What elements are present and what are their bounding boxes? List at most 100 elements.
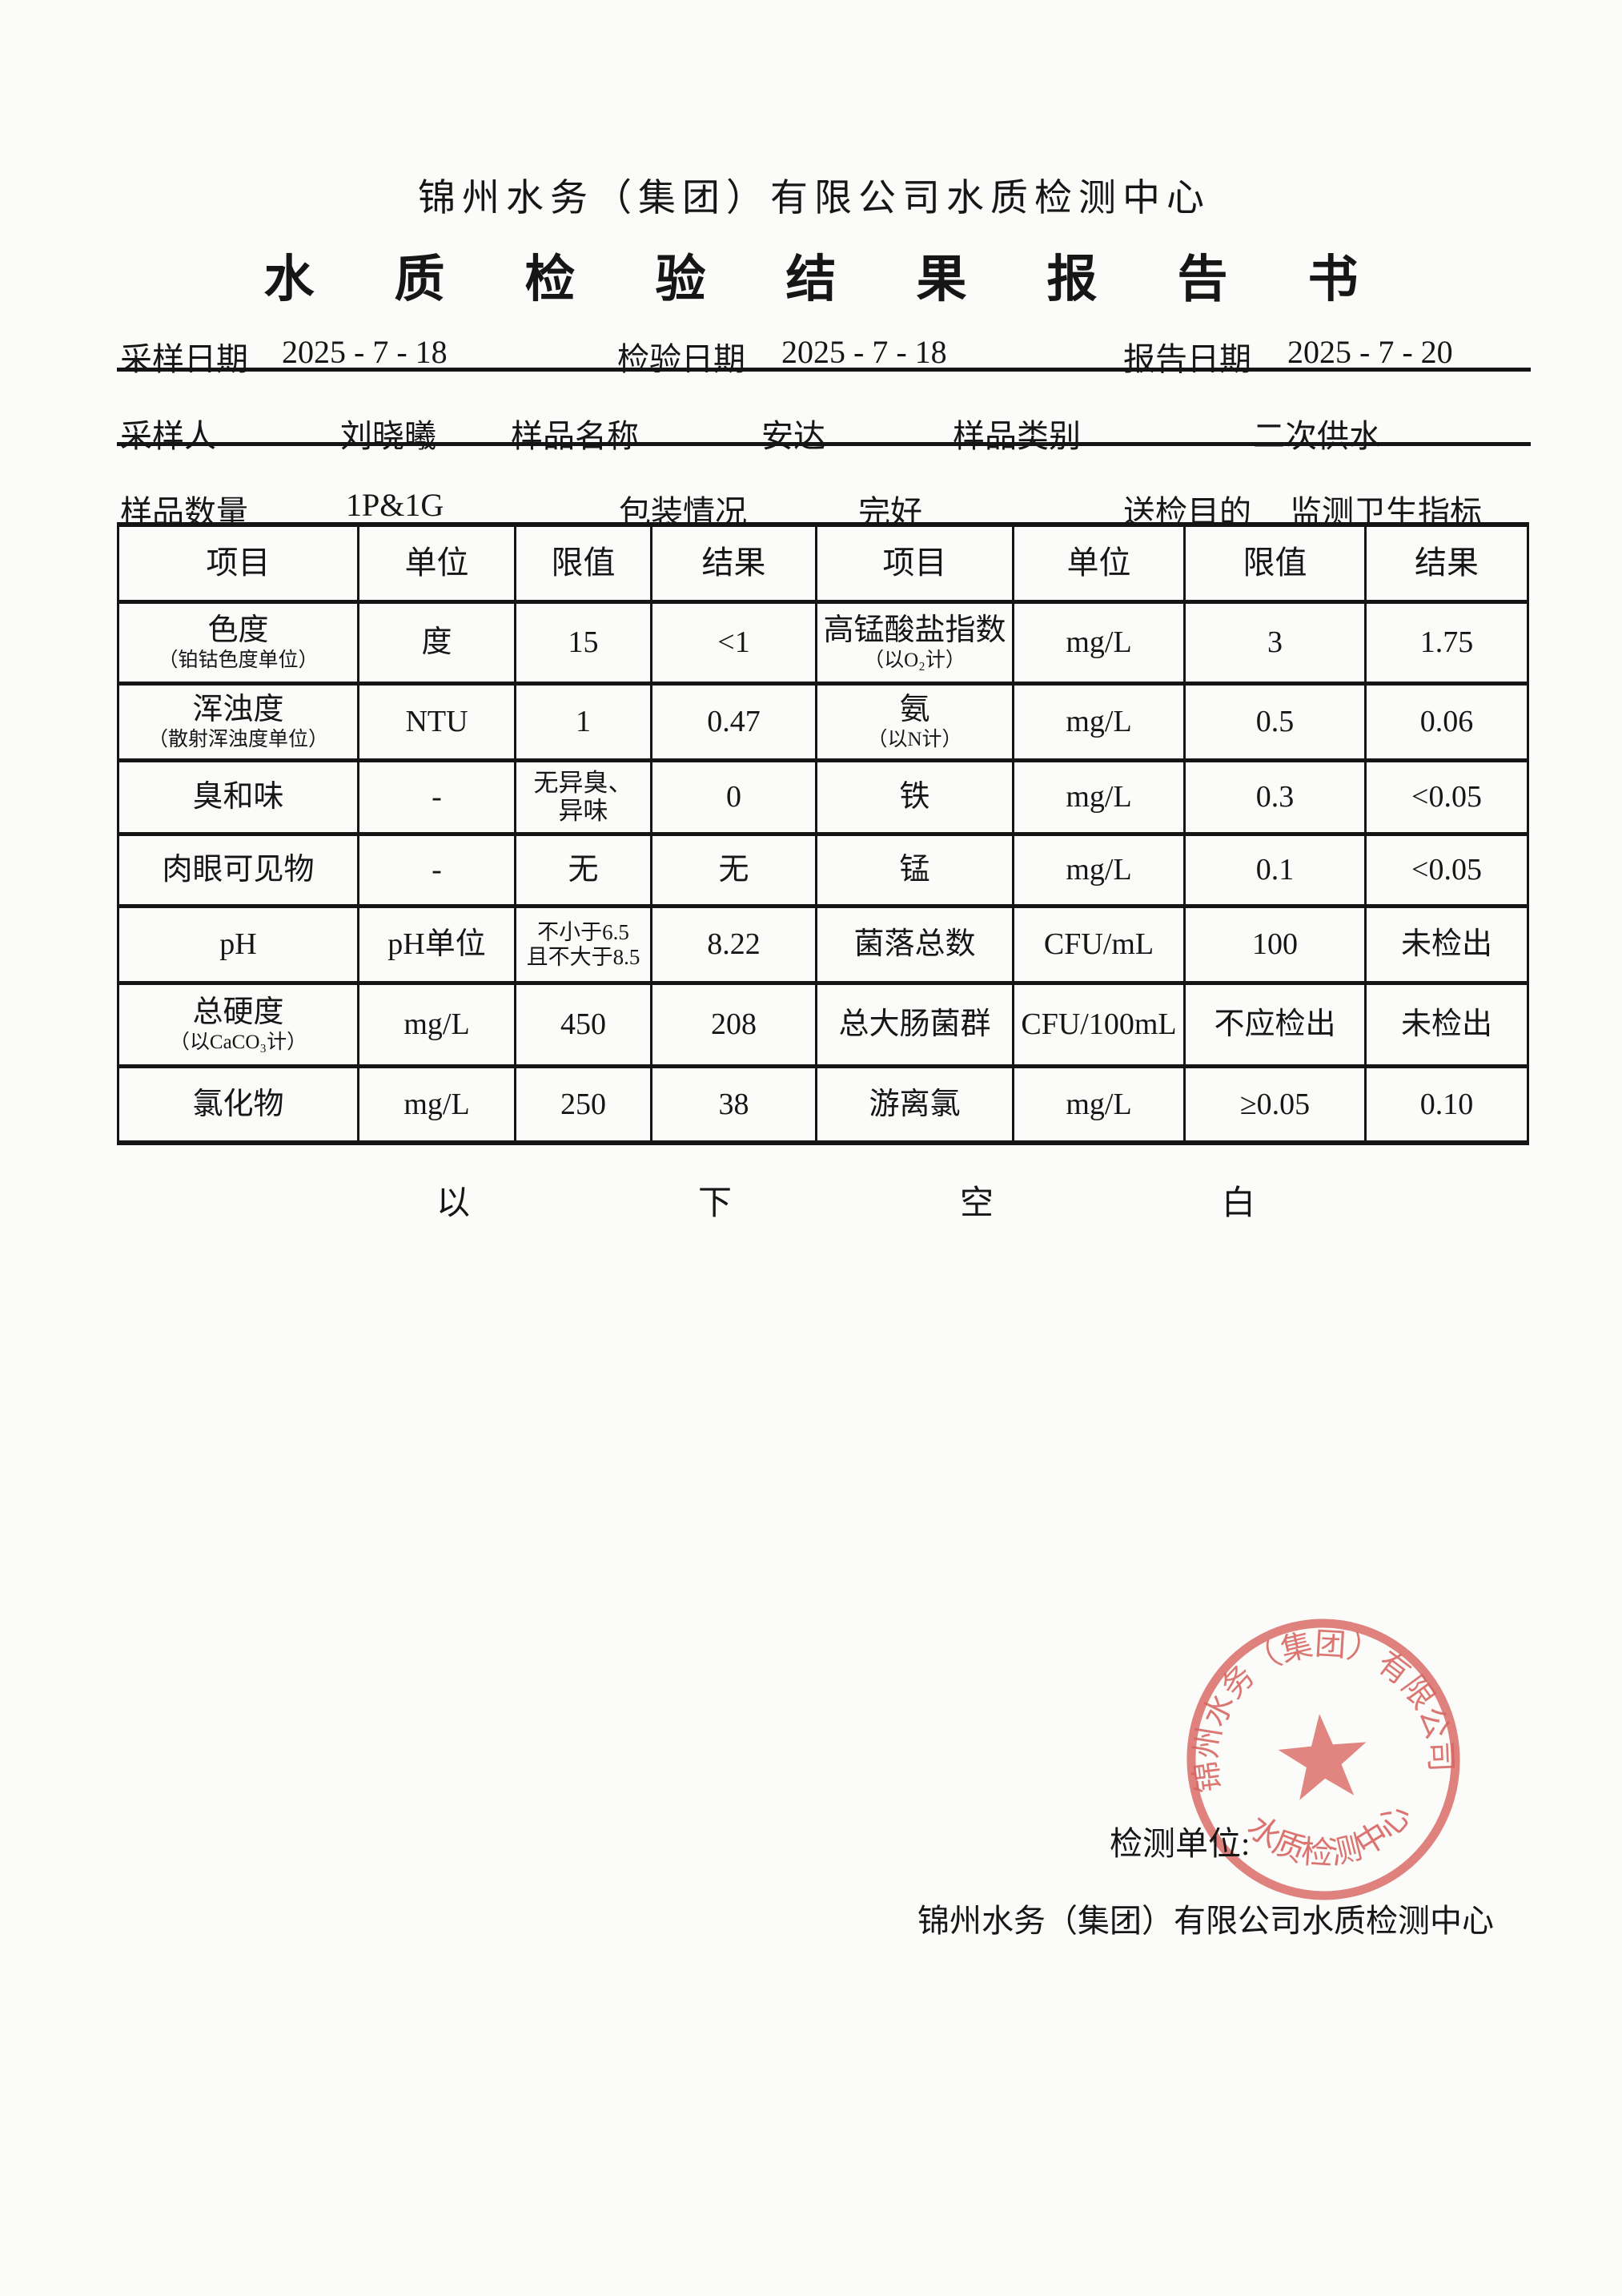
table-cell: pH [119, 908, 359, 985]
report-date-value: 2025 - 7 - 20 [1287, 334, 1453, 370]
seal-ring [1186, 1618, 1460, 1900]
cell-main-text: 0.10 [1419, 1087, 1474, 1121]
cell-main-text: 208 [711, 1007, 757, 1042]
sampling-date-label: 采样日期 [120, 341, 248, 377]
table-cell: - [359, 836, 516, 908]
cell-sub-text: （以N计） [867, 729, 962, 751]
org-title: 锦州水务（集团）有限公司水质检测中心 [418, 178, 1210, 219]
table-cell: 不应检出 [1186, 985, 1367, 1068]
cell-main-text: 38 [718, 1087, 749, 1121]
sample-type-label: 样品类别 [953, 418, 1081, 454]
cell-main-text: 氨 [899, 692, 930, 726]
cell-sub-text: 异味 [558, 796, 608, 825]
cell-main-text: pH [219, 927, 257, 962]
cell-main-text: mg/L [1066, 853, 1132, 887]
sample-name-label: 样品名称 [511, 418, 639, 454]
cell-main-text: CFU/100mL [1021, 1007, 1177, 1042]
table-cell: 无异臭、 异味 [516, 762, 652, 836]
table-cell: 450 [516, 985, 652, 1068]
table-cell: 0.1 [1186, 836, 1367, 908]
sampler-value: 刘晓曦 [340, 418, 436, 454]
company-seal-stamp: 锦州水务（集团）有限公司 水质检测中心 [1178, 1615, 1460, 1900]
table-cell: CFU/mL [1014, 908, 1186, 985]
cell-main-text: 不小于6.5 [537, 920, 629, 945]
table-cell: mg/L [1014, 836, 1186, 908]
cell-main-text: 不应检出 [1214, 1007, 1336, 1042]
cell-main-text: 0.1 [1255, 853, 1295, 887]
cell-main-text: 氯化物 [192, 1087, 284, 1121]
cell-main-text: mg/L [1066, 625, 1132, 660]
cell-main-text: 250 [560, 1087, 606, 1121]
cell-main-text: 总硬度 [192, 995, 284, 1029]
table-cell: 铁 [817, 762, 1014, 836]
table-cell: 肉眼可见物 [119, 836, 359, 908]
cell-main-text: 臭和味 [192, 780, 284, 814]
table-cell: 0.47 [652, 686, 817, 762]
cell-main-text: 未检出 [1400, 1007, 1492, 1042]
cell-main-text: mg/L [403, 1007, 470, 1042]
cell-main-text: 肉眼可见物 [162, 853, 315, 887]
table-cell: mg/L [1014, 1068, 1186, 1140]
cell-main-text: 15 [568, 625, 599, 660]
table-cell: 不小于6.5 且不大于8.5 [516, 908, 652, 985]
cell-main-text: 菌落总数 [853, 927, 976, 962]
sample-qty-value: 1P&1G [346, 487, 444, 523]
col-header-result-right: 结果 [1367, 527, 1527, 604]
table-cell: 色度 （铂钴色度单位） [119, 604, 359, 686]
test-date-label: 检验日期 [617, 341, 745, 377]
cell-sub-text: （以CaCO₃计） [169, 1031, 307, 1054]
cell-main-text: 高锰酸盐指数 [823, 613, 1006, 647]
table-cell: ≥0.05 [1186, 1068, 1367, 1140]
cell-main-text: - [432, 780, 442, 814]
table-cell: 氨 （以N计） [817, 686, 1014, 762]
table-cell: pH单位 [359, 908, 516, 985]
table-cell: 0.5 [1186, 686, 1367, 762]
cell-main-text: 1 [576, 705, 591, 739]
seal-star-icon [1278, 1714, 1367, 1800]
cell-main-text: 无异臭、 [533, 768, 633, 797]
cell-sub-text: （散射浑浊度单位） [147, 729, 328, 751]
cell-sub-text: （以O₂计） [864, 649, 966, 672]
cell-main-text: 浑浊度 [192, 692, 284, 726]
col-header-limit-left: 限值 [516, 527, 652, 604]
cell-main-text: 0.06 [1419, 705, 1474, 739]
col-header-item-right: 项目 [817, 527, 1014, 604]
table-cell: 臭和味 [119, 762, 359, 836]
table-cell: 0.06 [1367, 686, 1527, 762]
table-cell: 度 [359, 604, 516, 686]
table-cell: <0.05 [1367, 836, 1527, 908]
table-cell: 100 [1186, 908, 1367, 985]
table-cell: 3 [1186, 604, 1367, 686]
table-cell: 1 [516, 686, 652, 762]
table-cell: 0.10 [1367, 1068, 1527, 1140]
report-title: 水质检验结果报告书 [263, 251, 1439, 308]
table-cell: <1 [652, 604, 817, 686]
sample-type-value: 二次供水 [1253, 418, 1381, 454]
col-header-unit-left: 单位 [359, 527, 516, 604]
cell-main-text: 度 [421, 625, 452, 660]
cell-main-text: ≥0.05 [1239, 1087, 1311, 1121]
cell-main-text: 3 [1267, 625, 1283, 660]
cell-main-text: 铁 [899, 780, 930, 814]
table-cell: 15 [516, 604, 652, 686]
table-cell: 1.75 [1367, 604, 1527, 686]
divider-line-1 [117, 368, 1531, 372]
table-cell: 无 [516, 836, 652, 908]
table-cell: 氯化物 [119, 1068, 359, 1140]
table-cell: mg/L [1014, 686, 1186, 762]
col-header-item-left: 项目 [119, 527, 359, 604]
cell-main-text: 无 [718, 853, 749, 887]
table-cell: 总大肠菌群 [817, 985, 1014, 1068]
test-date-value: 2025 - 7 - 18 [781, 334, 947, 370]
sampling-date-value: 2025 - 7 - 18 [282, 334, 448, 370]
table-cell: <0.05 [1367, 762, 1527, 836]
cell-main-text: 色度 [207, 613, 269, 647]
cell-main-text: NTU [405, 705, 468, 739]
col-header-result-left: 结果 [652, 527, 817, 604]
cell-main-text: 8.22 [707, 927, 761, 962]
table-cell: 未检出 [1367, 985, 1527, 1068]
table-cell: 游离氯 [817, 1068, 1014, 1140]
table-cell: 38 [652, 1068, 817, 1140]
cell-main-text: <1 [717, 625, 750, 660]
